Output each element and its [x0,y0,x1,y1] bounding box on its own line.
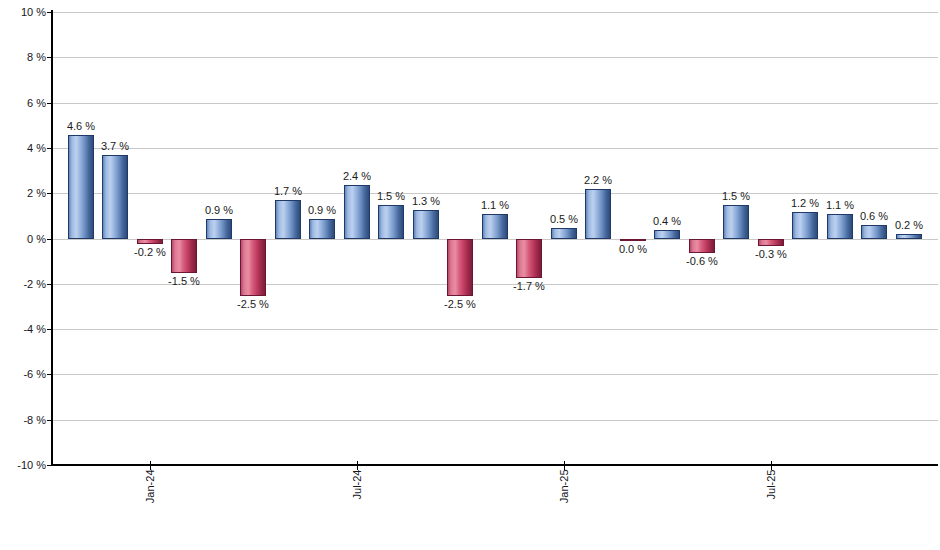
x-axis-line [51,464,938,466]
y-axis-tick-label: -4 % [6,323,46,335]
gridline [52,12,938,13]
bar [585,189,611,239]
y-axis-tick-label: -2 % [6,278,46,290]
y-axis-tick-label: -10 % [6,459,46,471]
gridline [52,193,938,194]
bar-value-label: -2.5 % [436,298,484,311]
bar [171,239,197,273]
bar-value-label: 1.1 % [471,199,519,212]
y-axis-tick-label: -8 % [6,414,46,426]
bar-value-label: 1.3 % [402,195,450,208]
gridline [52,420,938,421]
bar-value-label: 0.9 % [195,204,243,217]
bar [654,230,680,239]
bar [620,239,646,241]
bar [413,210,439,239]
gridline [52,57,938,58]
bar-value-label: 1.5 % [712,190,760,203]
bar [689,239,715,253]
bar-value-label: 1.7 % [264,185,312,198]
bar [206,219,232,239]
x-axis-tick-label: Jan-25 [558,470,571,526]
bar [516,239,542,278]
y-axis-tick-label: 4 % [6,142,46,154]
x-axis-tick-label: Jan-24 [144,470,157,526]
bar [723,205,749,239]
bar-value-label: 2.2 % [574,174,622,187]
bar [447,239,473,296]
bar [240,239,266,296]
bar-value-label: -0.2 % [126,246,174,259]
bar [137,239,163,244]
bar [102,155,128,239]
bar [896,234,922,239]
bar-value-label: 4.6 % [57,120,105,133]
bar-value-label: 3.7 % [91,140,139,153]
y-axis-tick-label: 0 % [6,233,46,245]
bar-value-label: 0.5 % [540,213,588,226]
bar-value-label: -1.5 % [160,275,208,288]
bar-value-label: -2.5 % [229,298,277,311]
bar-value-label: -0.6 % [678,255,726,268]
monthly-returns-bar-chart: 10 % 8 % 6 % 4 % 2 % 0 % -2 % -4 % -6 % -8 % -10 %… [0,0,940,550]
bar-value-label: 0.2 % [885,219,933,232]
bar [792,212,818,239]
bar-value-label: 0.9 % [298,204,346,217]
y-axis-tick-label: 2 % [6,187,46,199]
y-axis-tick-label: 8 % [6,51,46,63]
bar [482,214,508,239]
gridline [52,148,938,149]
bar [378,205,404,239]
bar-value-label: 0.0 % [609,243,657,256]
gridline [52,374,938,375]
x-axis-tick-label: Jul-25 [765,470,778,526]
bar-value-label: -0.3 % [747,248,795,261]
bar-value-label: 0.4 % [643,215,691,228]
y-axis-line [51,10,53,466]
bar-value-label: 2.4 % [333,170,381,183]
gridline [52,329,938,330]
y-axis-tick-label: 10 % [6,6,46,18]
x-axis-tick-label: Jul-24 [351,470,364,526]
bar [861,225,887,239]
bar [758,239,784,246]
y-axis-tick-label: 6 % [6,97,46,109]
bar [551,228,577,239]
y-axis-tick-label: -6 % [6,368,46,380]
gridline [52,103,938,104]
bar [309,219,335,239]
bar-value-label: -1.7 % [505,280,553,293]
